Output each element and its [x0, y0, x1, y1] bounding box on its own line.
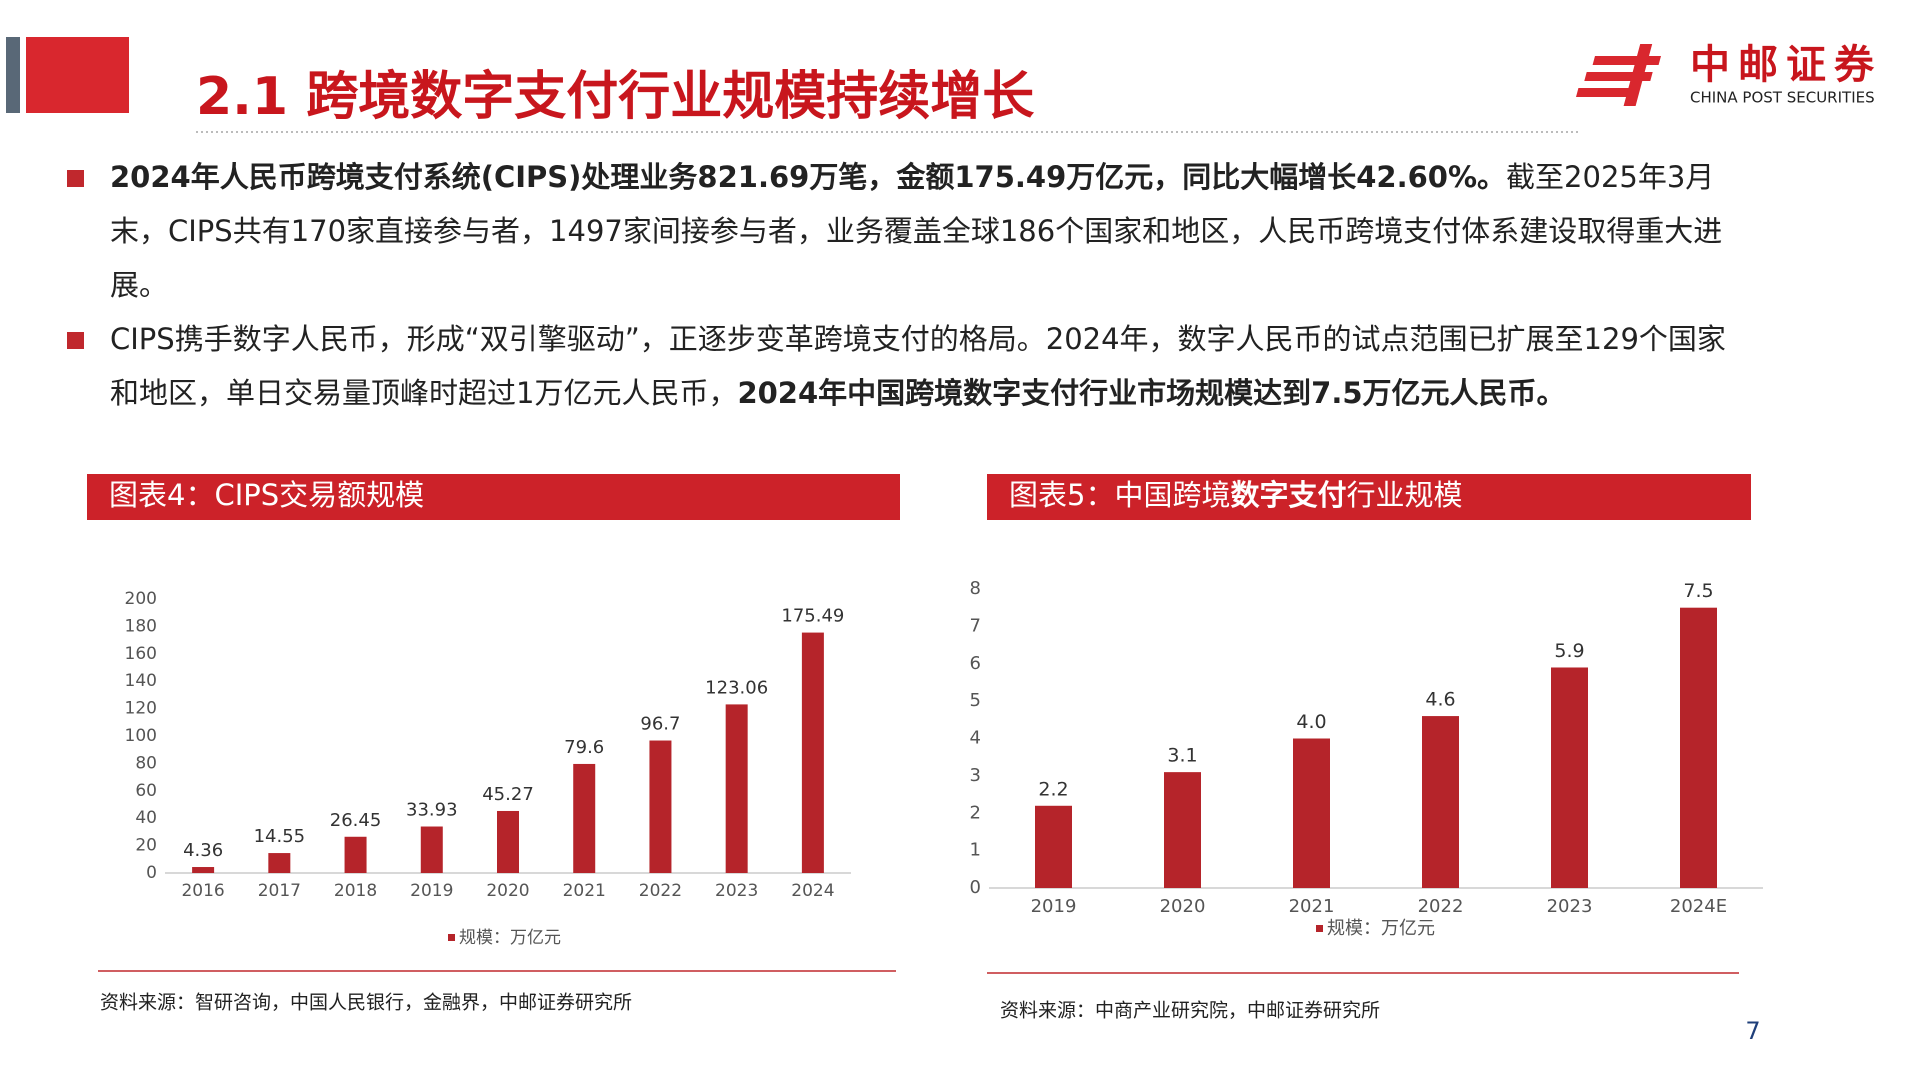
data-label: 4.36 [183, 840, 223, 861]
y-tick-label: 4 [970, 728, 981, 749]
bar [497, 810, 519, 873]
bar [649, 740, 672, 873]
bullet-text: CIPS携手数字人民币，形成“双引擎驱动”，正逐步变革跨境支付的格局。2024年… [110, 322, 1726, 410]
x-tick-label: 2024E [1670, 896, 1727, 917]
chart-header [87, 474, 900, 520]
page-number: 7 [1745, 1017, 1760, 1045]
bar [268, 853, 291, 873]
bar [1164, 772, 1201, 888]
legend-swatch [1316, 925, 1323, 932]
y-tick-label: 180 [125, 616, 157, 636]
source-note: 资料来源：中商产业研究院，中邮证券研究所 [1000, 1000, 1380, 1022]
data-label: 7.5 [1683, 580, 1713, 602]
data-label: 45.27 [482, 784, 534, 805]
source-note: 资料来源：智研咨询，中国人民银行，金融界，中邮证券研究所 [100, 992, 632, 1014]
chart-title-part: 行业规模 [1346, 478, 1462, 512]
y-tick-label: 140 [125, 671, 157, 691]
chart-header [987, 474, 1751, 520]
chart-title-part: 图表5：中国跨境 [1009, 478, 1230, 512]
y-tick-label: 3 [970, 765, 981, 786]
bar [1680, 607, 1717, 888]
chart-title: 图表5：中国跨境数字支付行业规模 [1009, 478, 1462, 512]
bar [344, 836, 367, 873]
y-tick-label: 100 [125, 726, 157, 746]
data-label: 79.6 [564, 737, 604, 758]
y-tick-label: 20 [135, 836, 157, 856]
y-tick-label: 2 [970, 802, 981, 823]
bar [420, 826, 443, 873]
data-label: 3.1 [1167, 745, 1197, 767]
bullet-text: 2024年人民币跨境支付系统(CIPS)处理业务821.69万笔，金额175.4… [110, 160, 1507, 194]
bar [1551, 667, 1588, 888]
x-tick-label: 2018 [334, 881, 377, 901]
y-tick-label: 1 [970, 840, 981, 861]
y-tick-label: 80 [135, 753, 157, 773]
bullet: CIPS携手数字人民币，形成“双引擎驱动”，正逐步变革跨境支付的格局。2024年… [67, 312, 1730, 420]
chart-title-part: 数字支付 [1230, 478, 1346, 512]
bar [1422, 716, 1459, 888]
x-tick-label: 2021 [563, 881, 606, 901]
bar [801, 632, 824, 873]
bar [725, 704, 748, 873]
legend-swatch [448, 934, 455, 941]
x-tick-label: 2019 [1031, 896, 1077, 917]
data-label: 26.45 [330, 810, 382, 831]
side-strip [6, 37, 20, 113]
x-tick-label: 2023 [715, 881, 758, 901]
data-label: 5.9 [1554, 640, 1584, 662]
x-tick-label: 2024 [791, 881, 834, 901]
bullet: 2024年人民币跨境支付系统(CIPS)处理业务821.69万笔，金额175.4… [67, 150, 1730, 312]
bar [1035, 805, 1072, 888]
x-tick-label: 2021 [1289, 896, 1335, 917]
x-tick-label: 2017 [258, 881, 301, 901]
y-tick-label: 5 [970, 690, 981, 711]
data-label: 4.0 [1296, 711, 1326, 733]
y-tick-label: 200 [125, 589, 157, 609]
data-label: 123.06 [705, 677, 768, 698]
y-tick-label: 0 [146, 863, 157, 883]
data-label: 2.2 [1038, 778, 1068, 800]
data-label: 175.49 [781, 606, 844, 627]
x-tick-label: 2020 [1160, 896, 1206, 917]
x-tick-label: 2016 [181, 881, 224, 901]
y-tick-label: 8 [970, 578, 981, 599]
logo [1576, 44, 1661, 106]
y-tick-label: 120 [125, 699, 157, 719]
data-label: 4.6 [1425, 689, 1455, 711]
bar [192, 867, 215, 873]
y-tick-label: 60 [135, 781, 157, 801]
data-label: 14.55 [254, 826, 306, 847]
corner-block [26, 37, 129, 113]
data-label: 96.7 [640, 714, 680, 735]
bar [1293, 738, 1330, 888]
bar [573, 763, 596, 873]
chart-title-part: 图表4：CIPS交易额规模 [109, 478, 424, 512]
logo-subtitle: CHINA POST SECURITIES [1690, 89, 1875, 107]
bullet-text: 2024年中国跨境数字支付行业市场规模达到7.5万亿元人民币。 [737, 376, 1566, 410]
y-tick-label: 160 [125, 644, 157, 664]
y-tick-label: 40 [135, 808, 157, 828]
y-tick-label: 6 [970, 653, 981, 674]
bullet-text: 截至2025年3月末，CIPS共有170家直接参与者，1497家间接参与者，业务… [110, 160, 1723, 302]
logo-name: 中邮证券 [1690, 42, 1882, 88]
x-tick-label: 2019 [410, 881, 453, 901]
x-tick-label: 2022 [1418, 896, 1464, 917]
slide-title: 2.1 跨境数字支付行业规模持续增长 [196, 67, 1034, 127]
x-tick-label: 2020 [486, 881, 529, 901]
bullet-list: 2024年人民币跨境支付系统(CIPS)处理业务821.69万笔，金额175.4… [67, 150, 1730, 420]
y-tick-label: 0 [970, 877, 981, 898]
chart-title: 图表4：CIPS交易额规模 [109, 478, 424, 512]
legend-label: 规模：万亿元 [459, 928, 561, 948]
y-tick-label: 7 [970, 615, 981, 636]
data-label: 33.93 [406, 800, 458, 821]
x-tick-label: 2022 [639, 881, 682, 901]
legend-label: 规模：万亿元 [1327, 918, 1435, 939]
x-tick-label: 2023 [1547, 896, 1593, 917]
